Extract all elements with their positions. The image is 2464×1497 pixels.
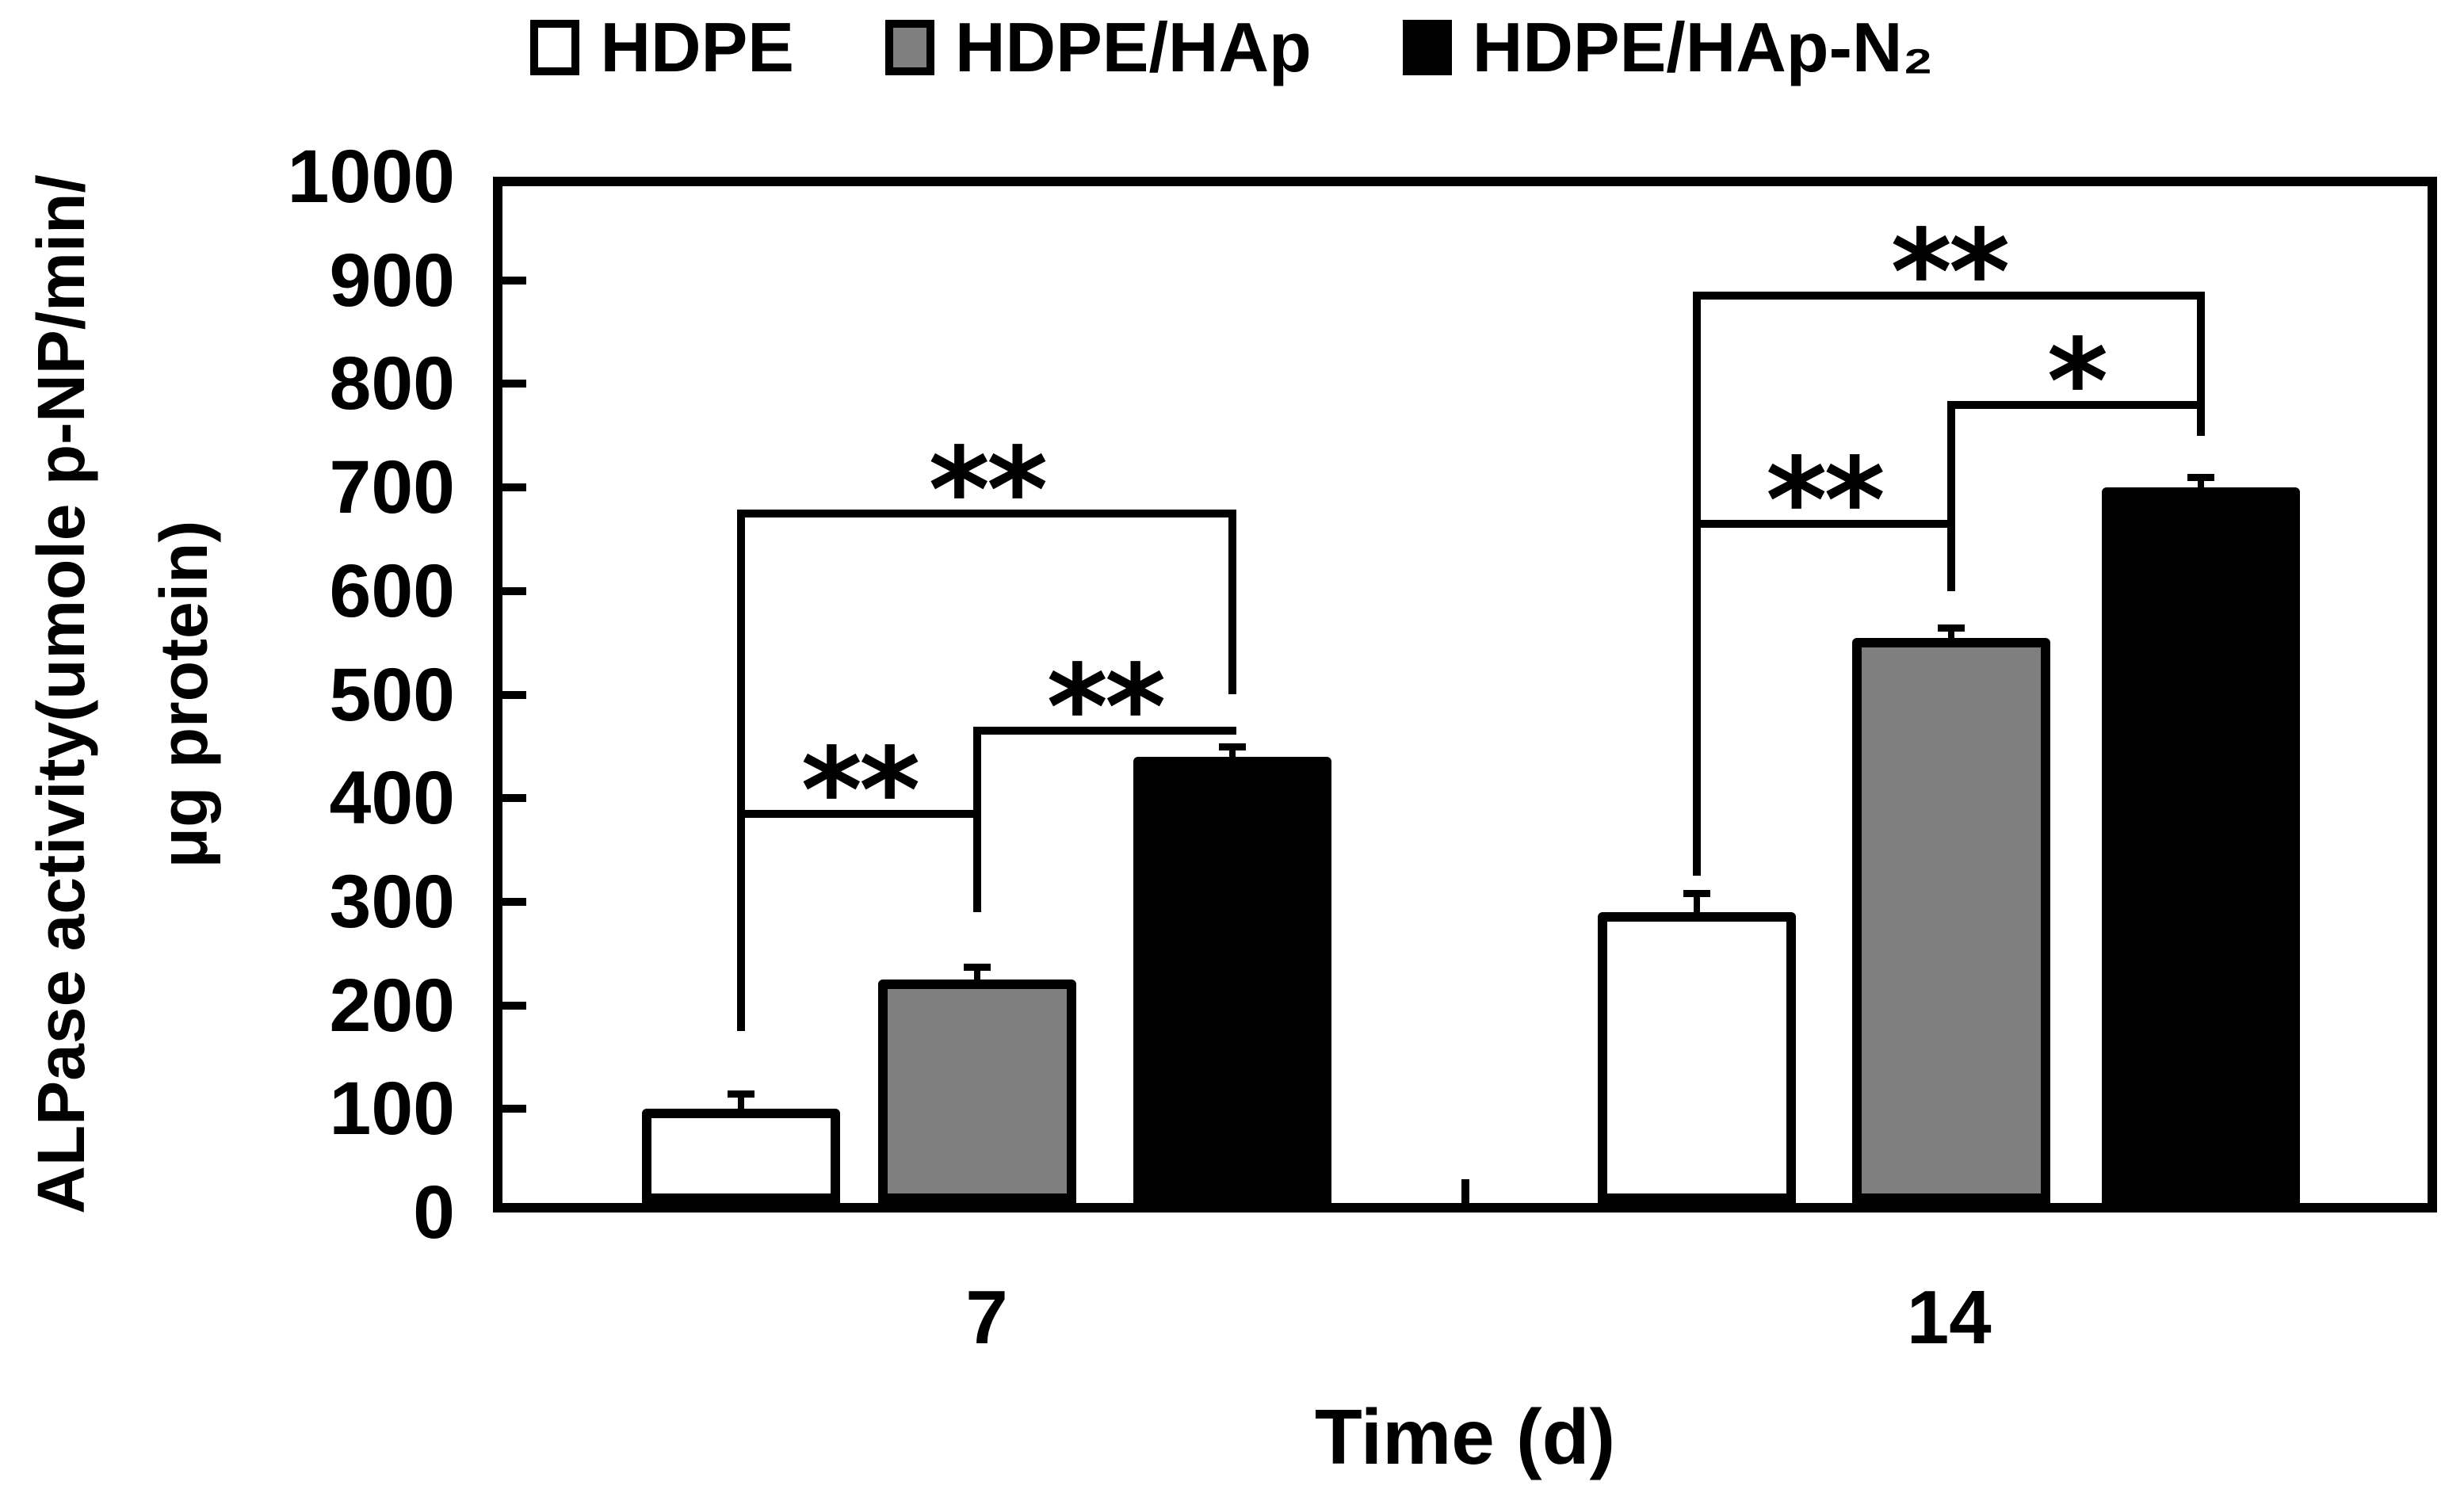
legend-swatch-hdpe-hap-n2 xyxy=(1402,20,1452,75)
y-tick-label: 500 xyxy=(329,652,455,737)
y-tick xyxy=(502,794,526,803)
error-bar-cap xyxy=(964,964,991,972)
legend-item-hdpe-hap-n2: HDPE/HAp-N₂ xyxy=(1402,8,1934,86)
sig-bracket-stem xyxy=(737,513,745,1032)
x-tick xyxy=(1461,1179,1469,1203)
sig-label: ** xyxy=(1046,640,1167,777)
bar-hdpe-hap-7 xyxy=(877,979,1077,1203)
error-bar-whisker xyxy=(2197,477,2204,488)
x-category-label: 14 xyxy=(1906,1275,1992,1360)
legend-label-hdpe-hap-n2: HDPE/HAp-N₂ xyxy=(1472,8,1934,86)
y-tick xyxy=(502,690,526,699)
sig-label: ** xyxy=(800,722,921,859)
x-axis-title: Time (d) xyxy=(1314,1393,1616,1480)
error-bar-cap xyxy=(1218,743,1246,750)
sig-label: ** xyxy=(1890,204,2011,342)
sig-label: * xyxy=(2046,313,2108,450)
legend: HDPE HDPE/HAp HDPE/HAp-N₂ xyxy=(0,13,2464,82)
bar-hdpe-14 xyxy=(1597,911,1796,1203)
sig-bracket-line xyxy=(973,727,1236,735)
error-bar-whisker xyxy=(1947,627,1954,638)
sig-bracket-line xyxy=(737,809,982,818)
y-tick-label: 0 xyxy=(413,1170,455,1255)
error-bar-whisker xyxy=(1228,746,1236,757)
error-bar-cap xyxy=(728,1090,754,1098)
legend-swatch-hdpe xyxy=(530,20,580,75)
y-axis-title-line1: ALPase activity(umole p-NP/min/ xyxy=(24,174,98,1214)
x-category-label: 7 xyxy=(965,1275,1008,1360)
sig-label: ** xyxy=(1766,432,1885,569)
legend-item-hdpe: HDPE xyxy=(530,13,794,82)
bar-hdpe-hap-14 xyxy=(1851,637,2051,1203)
y-tick-label: 100 xyxy=(329,1067,455,1151)
y-tick xyxy=(502,586,526,595)
y-tick-label: 800 xyxy=(329,342,455,426)
bar-hdpe-hap-n--7 xyxy=(1133,756,1331,1203)
y-tick xyxy=(502,380,526,388)
sig-bracket-stem xyxy=(1692,296,1701,876)
legend-label-hdpe: HDPE xyxy=(600,8,794,86)
bar-hdpe-hap-n--14 xyxy=(2101,487,2301,1203)
sig-bracket-stem xyxy=(1946,404,1955,591)
y-tick-label: 700 xyxy=(329,445,455,530)
error-bar-cap xyxy=(1683,890,1710,898)
legend-item-hdpe-hap: HDPE/HAp xyxy=(884,8,1312,86)
error-bar-whisker xyxy=(738,1093,744,1109)
bar-hdpe-7 xyxy=(641,1109,841,1203)
sig-bracket-line xyxy=(1946,400,2205,409)
sig-bracket-stem xyxy=(973,731,982,912)
y-tick xyxy=(502,1001,526,1010)
sig-bracket-stem xyxy=(2196,296,2205,436)
legend-label-hdpe-hap: HDPE/HAp xyxy=(954,8,1312,86)
error-bar-whisker xyxy=(1693,893,1700,912)
y-tick xyxy=(502,1105,526,1113)
y-tick-label: 400 xyxy=(329,756,455,841)
sig-bracket-stem xyxy=(1228,513,1236,695)
y-tick-label: 600 xyxy=(329,548,455,633)
error-bar-whisker xyxy=(974,967,981,980)
y-tick xyxy=(502,276,526,285)
sig-label: ** xyxy=(928,422,1049,559)
legend-swatch-hdpe-hap xyxy=(884,20,934,75)
sig-bracket-line xyxy=(1692,292,2205,300)
error-bar-cap xyxy=(2187,474,2214,482)
y-tick xyxy=(502,897,526,906)
y-tick-label: 900 xyxy=(329,238,455,323)
y-tick-label: 200 xyxy=(329,963,455,1048)
error-bar-cap xyxy=(1937,624,1965,632)
sig-bracket-line xyxy=(1692,519,1955,528)
sig-bracket-line xyxy=(737,509,1236,517)
y-tick-label: 300 xyxy=(329,859,455,944)
y-tick xyxy=(502,483,526,492)
y-tick-label: 1000 xyxy=(287,135,455,219)
